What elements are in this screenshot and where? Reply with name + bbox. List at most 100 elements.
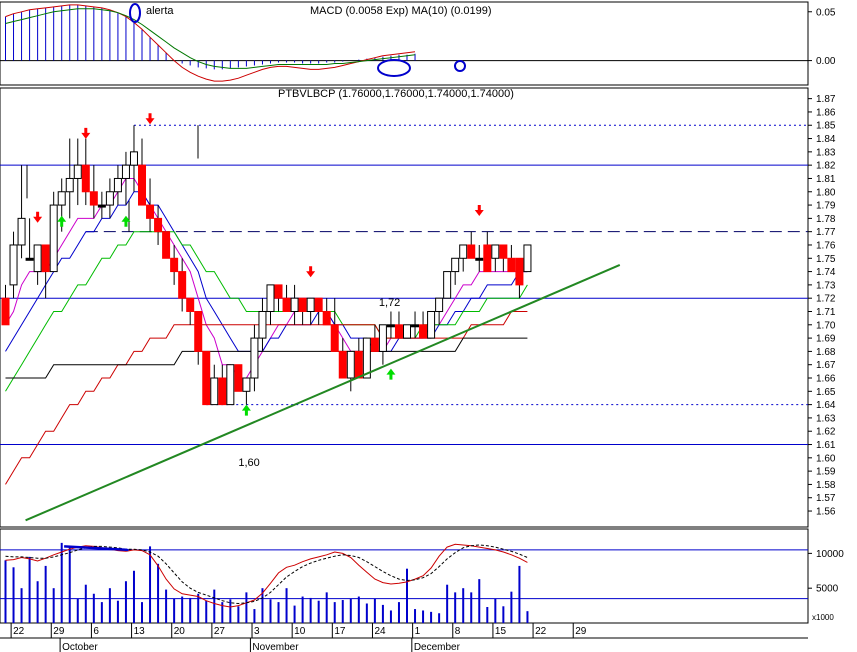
candle-body <box>451 257 460 273</box>
candle-body <box>242 377 251 392</box>
date-tick-label: 24 <box>374 626 386 637</box>
candle-body <box>97 204 106 208</box>
volume-oscillator-line <box>5 544 528 605</box>
price-y-tick-label: 1.67 <box>816 360 836 371</box>
date-tick-label: 1 <box>415 626 421 637</box>
price-y-tick-label: 1.78 <box>816 214 836 225</box>
macd-y-tick-label: 0.00 <box>816 56 836 67</box>
candle-body <box>81 164 90 193</box>
price-y-tick-label: 1.77 <box>816 227 836 238</box>
candle-body <box>403 324 411 339</box>
buy-signal-arrow <box>121 215 131 227</box>
date-tick-label: 13 <box>134 626 146 637</box>
sell-signal-arrow <box>474 205 484 217</box>
price-y-tick-label: 1.83 <box>816 147 836 158</box>
date-tick-label: 8 <box>455 626 461 637</box>
candle-body <box>338 350 347 379</box>
date-tick-label: 29 <box>575 626 587 637</box>
candle-body <box>282 297 291 312</box>
candle-body <box>435 297 444 312</box>
price-y-tick-label: 1.61 <box>816 440 836 451</box>
month-label: November <box>252 642 299 652</box>
candle-body <box>154 217 163 233</box>
candle-body <box>523 244 532 273</box>
candle-body <box>467 244 476 259</box>
price-y-tick-label: 1.56 <box>816 507 836 518</box>
price-y-tick-label: 1.59 <box>816 467 836 478</box>
macd-crossover-ellipse <box>454 60 466 72</box>
candle-body <box>218 377 227 406</box>
volume-unit-label: x1000 <box>812 613 834 622</box>
candle-body <box>41 244 50 273</box>
date-tick-label: 6 <box>93 626 99 637</box>
candle-body <box>483 244 492 273</box>
candle-body <box>507 257 516 273</box>
candle-body <box>378 324 387 352</box>
candle-body <box>443 271 452 299</box>
price-y-tick-label: 1.58 <box>816 480 836 491</box>
macd-frame <box>0 1 809 86</box>
candle-body <box>194 310 203 352</box>
candle-body <box>202 350 211 406</box>
price-y-tick-label: 1.65 <box>816 387 836 398</box>
macd-crossover-ellipse <box>377 59 411 77</box>
candle-body <box>491 244 500 259</box>
candle-body <box>226 364 235 406</box>
volume-y-tick-label: 5000 <box>816 584 839 595</box>
price-y-tick-label: 1.84 <box>816 134 836 145</box>
volume-y-tick-label: 10000 <box>816 549 844 560</box>
price-y-tick-label: 1.74 <box>816 267 836 278</box>
price-y-tick-label: 1.60 <box>816 453 836 464</box>
moving-average-line <box>5 337 528 379</box>
volume-panel: 10000 5000 <box>0 528 844 624</box>
macd-panel: 0.05 0.00 <box>0 1 836 86</box>
price-y-tick-label: 1.68 <box>816 347 836 358</box>
candle-body <box>210 377 219 406</box>
month-label: December <box>414 642 461 652</box>
candle-body <box>9 244 18 286</box>
date-tick-label: 15 <box>495 626 507 637</box>
candle-body <box>386 324 395 328</box>
price-y-tick-label: 1.66 <box>816 374 836 385</box>
candle-body <box>234 364 243 392</box>
candle-body <box>499 244 508 259</box>
candle-body <box>330 324 339 352</box>
candle-body <box>146 204 155 219</box>
candle-body <box>33 244 42 273</box>
support-trendline <box>25 264 621 522</box>
candle-body <box>105 191 114 206</box>
candle-body <box>25 257 34 261</box>
price-y-tick-label: 1.57 <box>816 493 836 504</box>
buy-signal-arrow <box>57 215 67 227</box>
candle-body <box>411 324 420 328</box>
candle-body <box>113 177 122 193</box>
candle-body <box>162 231 171 259</box>
candle-body <box>370 337 379 352</box>
candle-body <box>178 271 187 299</box>
price-frame <box>0 87 809 528</box>
candle-body <box>17 217 26 246</box>
candle-body <box>258 310 267 339</box>
sell-signal-arrow <box>145 113 155 125</box>
macd-title: MACD (0.0058 Exp) MA(10) (0.0199) <box>310 5 492 17</box>
price-y-tick-label: 1.70 <box>816 320 836 331</box>
macd-macd-line <box>5 4 416 82</box>
sell-signal-arrow <box>33 211 43 223</box>
candle-body <box>121 164 130 179</box>
price-annotation-label: 1,60 <box>238 457 259 469</box>
candle-body <box>362 337 371 379</box>
moving-average-line <box>5 311 528 485</box>
candle-body <box>427 310 436 339</box>
candle-body <box>322 310 331 326</box>
candle-body <box>314 297 323 312</box>
buy-signal-arrow <box>386 368 396 380</box>
sell-signal-arrow <box>81 127 91 139</box>
candle-body <box>49 204 58 273</box>
price-y-tick-label: 1.85 <box>816 121 836 132</box>
sell-signal-arrow <box>306 266 316 278</box>
macd-alerta-label: alerta <box>146 5 174 17</box>
price-y-tick-label: 1.76 <box>816 240 836 251</box>
candle-body <box>346 350 355 379</box>
volume-trendline <box>64 545 129 552</box>
